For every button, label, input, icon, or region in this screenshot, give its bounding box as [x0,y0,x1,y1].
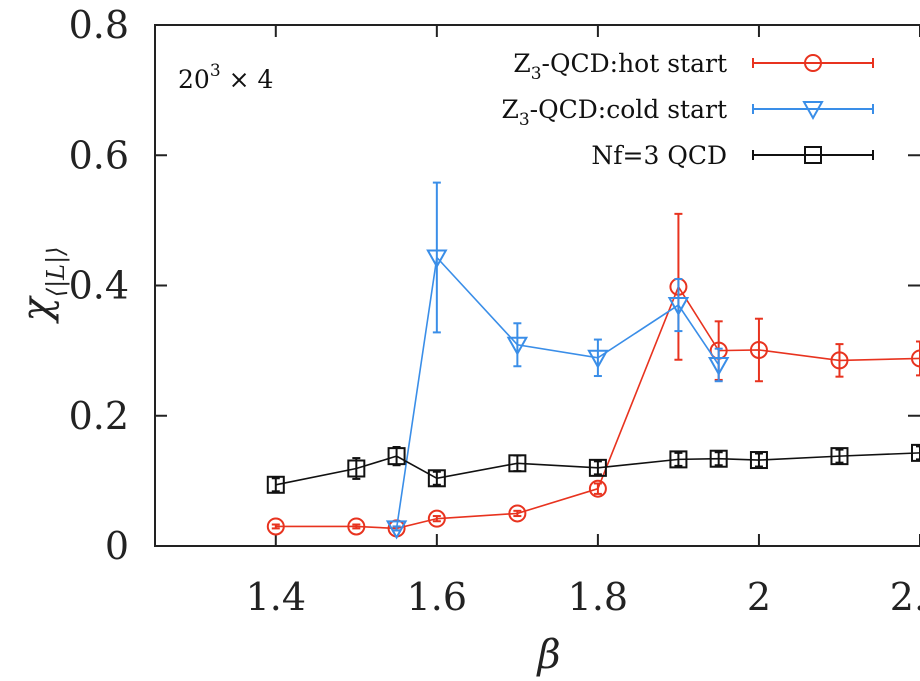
data-point [385,520,408,540]
svg-text:χ⟨|L|⟩: χ⟨|L|⟩ [14,246,71,324]
lattice-size-annotation: 203 × 4 [178,61,273,94]
series-2 [266,443,920,494]
data-point [427,509,446,528]
y-tick-label: 0.6 [69,133,129,177]
data-point [667,297,690,317]
x-tick-label: 1.6 [407,575,467,619]
data-point [830,351,849,370]
legend-marker [804,146,822,164]
x-tick-label: 2.2 [890,575,920,619]
data-point [587,349,609,369]
legend-marker [802,101,824,121]
x-axis-ticks: 1.4 1.6 1.8 2 2.2 [246,25,920,619]
data-point [347,517,366,536]
legend-label: Nf=3 QCD [591,141,727,170]
data-point [266,475,285,494]
series-layer [266,181,920,540]
data-point [506,336,529,356]
legend-item-0: Z3-QCD:hot start [513,49,874,84]
data-point [709,449,728,468]
y-tick-label: 0.8 [69,3,129,47]
legend-item-1: Z3-QCD:cold start [501,95,874,130]
legend: Z3-QCD:hot start Z3-QCD:cold start Nf=3 QC… [501,49,874,170]
x-tick-label: 2 [747,575,771,619]
series-1 [385,181,730,540]
data-point [749,451,768,470]
data-point [508,504,527,523]
y-tick-label: 0 [105,524,129,568]
x-axis-label: β [535,632,560,678]
legend-label: Z3-QCD:cold start [501,95,727,130]
data-point [347,459,366,478]
data-point [427,469,446,488]
data-point [707,356,730,376]
legend-marker [804,54,822,72]
data-point [911,443,920,462]
data-point [749,340,768,359]
y-tick-label: 0.2 [69,394,129,438]
y-axis-label-subscript: ⟨|L|⟩ [42,246,71,297]
series-line [395,255,720,529]
y-axis-ticks: 0 0.2 0.4 0.6 0.8 [69,3,920,568]
data-point [588,458,607,477]
data-point [266,517,285,536]
x-tick-label: 1.8 [568,575,628,619]
y-axis-label-main: χ [14,295,60,325]
data-point [669,450,688,469]
y-axis-label: χ⟨|L|⟩ [14,246,71,324]
y-tick-label: 0.4 [69,264,129,308]
data-point [426,249,448,269]
x-tick-label: 1.4 [246,575,306,619]
data-point [387,447,406,466]
data-point [830,447,849,466]
legend-item-2: Nf=3 QCD [591,141,874,170]
data-point [588,479,607,498]
data-point [911,349,920,368]
data-point [508,454,527,473]
legend-label: Z3-QCD:hot start [513,49,727,84]
